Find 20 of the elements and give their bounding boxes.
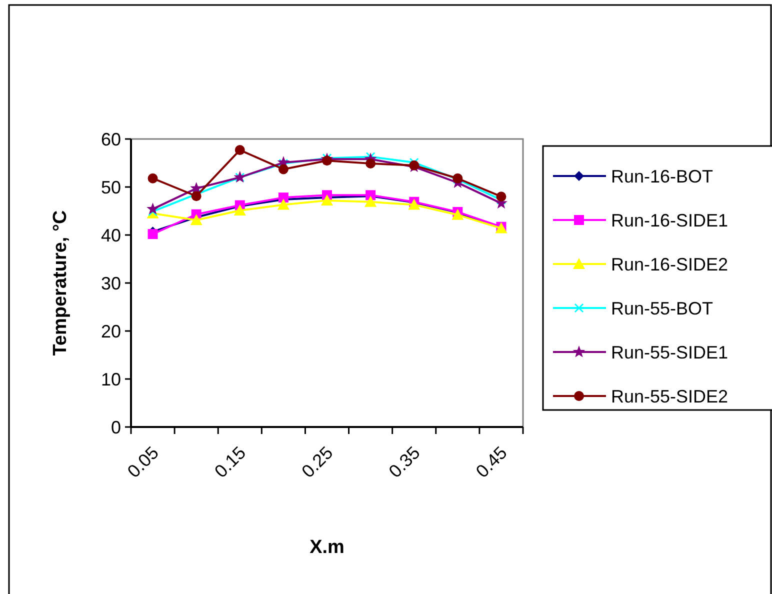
legend-label: Run-55-BOT [611, 298, 714, 318]
legend-label: Run-16-SIDE2 [611, 254, 728, 274]
x-tick-label: 0.05 [124, 442, 163, 482]
legend-label: Run-55-SIDE1 [611, 342, 728, 362]
y-axis-title: Temperature, °C [50, 210, 71, 356]
y-tick-label: 30 [100, 273, 121, 294]
x-axis-title: X.m [310, 537, 344, 558]
y-tick-label: 60 [100, 129, 121, 150]
legend-label: Run-55-SIDE2 [611, 386, 728, 406]
y-tick-label: 20 [100, 321, 121, 342]
legend-label: Run-16-SIDE1 [611, 210, 728, 230]
legend-label: Run-16-BOT [611, 166, 714, 186]
x-tick-label: 0.15 [210, 442, 250, 482]
x-tick-label: 0.45 [472, 442, 511, 482]
y-tick-label: 40 [100, 225, 121, 246]
x-tick-label: 0.35 [384, 442, 424, 482]
y-tick-label: 10 [100, 369, 121, 390]
y-tick-label: 50 [100, 177, 121, 198]
x-tick-label: 0.25 [298, 442, 337, 482]
y-tick-label: 0 [110, 417, 121, 438]
